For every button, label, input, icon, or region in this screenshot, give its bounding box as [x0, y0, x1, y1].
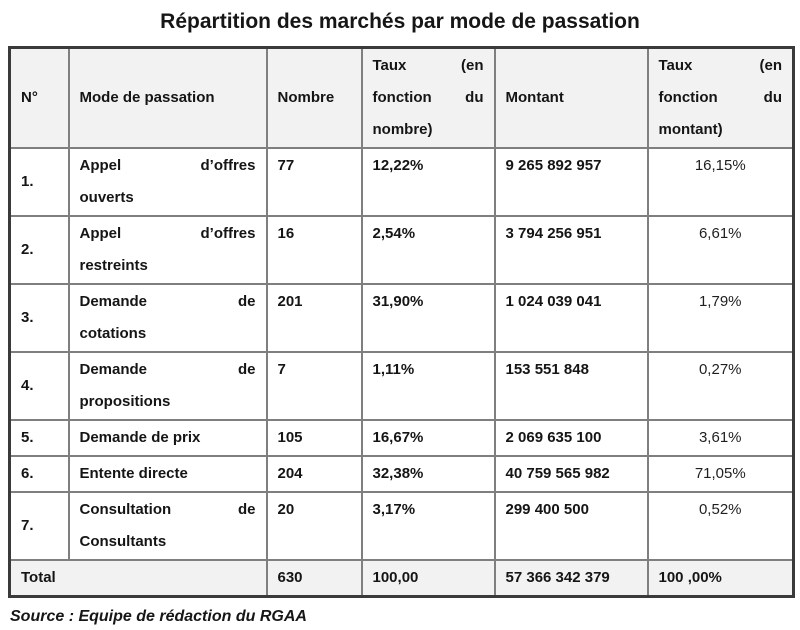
column-header-taux-nombre: Taux (en fonction du nombre) — [360, 46, 496, 149]
montant-cell: 3 794 256 951 — [493, 215, 649, 285]
column-header-numero: N° — [8, 46, 70, 149]
taux-nombre-cell: 2,54% — [360, 215, 496, 285]
total-montant-cell: 57 366 342 379 — [493, 559, 649, 598]
table-row: 5. Demande de prix 105 16,67% 2 069 635 100 3… — [8, 419, 795, 457]
montant-cell: 9 265 892 957 — [493, 147, 649, 217]
nombre-cell: 201 — [265, 283, 363, 353]
header-row: N° Mode de passation Nombre Taux (en fonction… — [8, 46, 795, 149]
taux-montant-cell: 6,61% — [646, 215, 795, 285]
page-title: Répartition des marchés par mode de pass… — [160, 10, 640, 33]
montant-cell: 1 024 039 041 — [493, 283, 649, 353]
taux-montant-cell: 0,27% — [646, 351, 795, 421]
mode-cell: Consultation de Consultants — [67, 491, 268, 561]
nombre-cell: 20 — [265, 491, 363, 561]
nombre-cell: 16 — [265, 215, 363, 285]
row-number-cell: 3. — [8, 283, 70, 353]
table-row: 2. Appel d’offres restreints 16 2,54% 3 794 25… — [8, 215, 795, 285]
table-row: 7. Consultation de Consultants 20 3,17% 299 40… — [8, 491, 795, 561]
table-row: 6. Entente directe 204 32,38% 40 759 565 982… — [8, 455, 795, 493]
taux-nombre-cell: 32,38% — [360, 455, 496, 493]
montant-cell: 299 400 500 — [493, 491, 649, 561]
row-number-cell: 2. — [8, 215, 70, 285]
total-taux-montant-cell: 100 ,00% — [646, 559, 795, 598]
taux-montant-cell: 1,79% — [646, 283, 795, 353]
montant-cell: 153 551 848 — [493, 351, 649, 421]
taux-nombre-cell: 12,22% — [360, 147, 496, 217]
taux-montant-cell: 3,61% — [646, 419, 795, 457]
column-header-montant: Montant — [493, 46, 649, 149]
row-number-cell: 5. — [8, 419, 70, 457]
mode-cell: Demande de cotations — [67, 283, 268, 353]
row-number-cell: 7. — [8, 491, 70, 561]
taux-nombre-cell: 31,90% — [360, 283, 496, 353]
mode-cell: Appel d’offres ouverts — [67, 147, 268, 217]
nombre-cell: 7 — [265, 351, 363, 421]
nombre-cell: 105 — [265, 419, 363, 457]
mode-cell: Appel d’offres restreints — [67, 215, 268, 285]
mode-cell: Demande de propositions — [67, 351, 268, 421]
montant-cell: 2 069 635 100 — [493, 419, 649, 457]
row-number-cell: 6. — [8, 455, 70, 493]
mode-cell: Demande de prix — [67, 419, 268, 457]
column-header-nombre: Nombre — [265, 46, 363, 149]
table-body: 1. Appel d’offres ouverts 77 12,22% 9 265 892 … — [8, 147, 795, 598]
total-label-cell: Total — [8, 559, 268, 598]
taux-nombre-cell: 16,67% — [360, 419, 496, 457]
marches-table: N° Mode de passation Nombre Taux (en fonction… — [8, 46, 795, 598]
nombre-cell: 204 — [265, 455, 363, 493]
row-number-cell: 4. — [8, 351, 70, 421]
taux-nombre-cell: 3,17% — [360, 491, 496, 561]
taux-nombre-cell: 1,11% — [360, 351, 496, 421]
taux-montant-cell: 71,05% — [646, 455, 795, 493]
table-row: 1. Appel d’offres ouverts 77 12,22% 9 265 892 … — [8, 147, 795, 217]
row-number-cell: 1. — [8, 147, 70, 217]
taux-montant-cell: 0,52% — [646, 491, 795, 561]
montant-cell: 40 759 565 982 — [493, 455, 649, 493]
nombre-cell: 77 — [265, 147, 363, 217]
taux-montant-cell: 16,15% — [646, 147, 795, 217]
column-header-mode: Mode de passation — [67, 46, 268, 149]
table-row: 4. Demande de propositions 7 1,11% 153 551 848… — [8, 351, 795, 421]
total-taux-nombre-cell: 100,00 — [360, 559, 496, 598]
total-nombre-cell: 630 — [265, 559, 363, 598]
mode-cell: Entente directe — [67, 455, 268, 493]
table-header: N° Mode de passation Nombre Taux (en fonction… — [8, 46, 795, 149]
total-row: Total 630 100,00 57 366 342 379 100 ,00% — [8, 559, 795, 598]
column-header-taux-montant: Taux (en fonction du montant) — [646, 46, 795, 149]
table-row: 3. Demande de cotations 201 31,90% 1 024 039 0… — [8, 283, 795, 353]
source-caption: Source : Equipe de rédaction du RGAA — [10, 608, 307, 625]
